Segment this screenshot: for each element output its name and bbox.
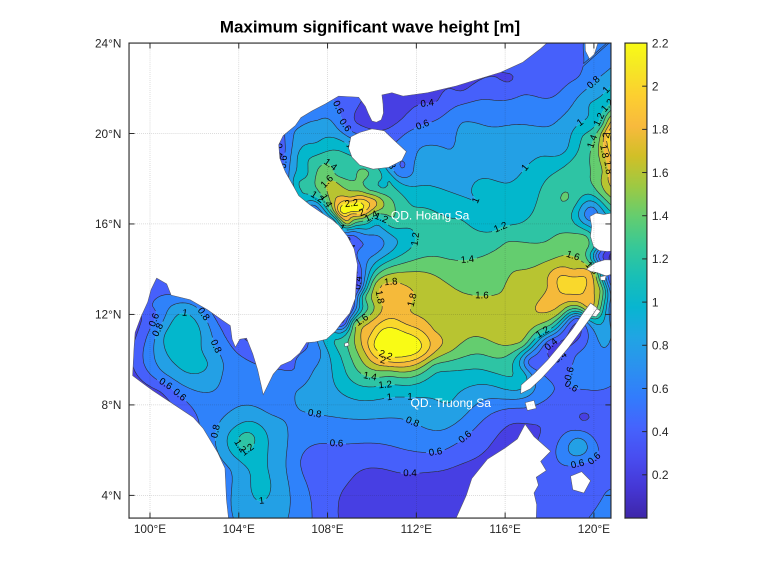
svg-text:1.6: 1.6	[652, 166, 669, 180]
svg-text:2: 2	[379, 355, 387, 367]
svg-text:1.2: 1.2	[378, 379, 393, 391]
svg-text:1: 1	[386, 392, 393, 404]
svg-text:1.2: 1.2	[492, 220, 509, 235]
svg-text:1.8: 1.8	[652, 123, 669, 137]
svg-text:0.6: 0.6	[563, 366, 577, 382]
svg-text:120°E: 120°E	[578, 522, 610, 536]
svg-text:0.6: 0.6	[570, 458, 586, 472]
svg-text:2.2: 2.2	[652, 36, 669, 50]
svg-text:2.2: 2.2	[377, 348, 393, 363]
svg-text:1: 1	[519, 162, 531, 173]
svg-text:1.2: 1.2	[592, 111, 608, 128]
svg-text:4°N: 4°N	[102, 489, 122, 503]
svg-text:1.4: 1.4	[460, 254, 475, 267]
svg-text:1.6: 1.6	[565, 249, 581, 264]
svg-text:2: 2	[652, 80, 659, 94]
svg-text:Maximum significant wave heigh: Maximum significant wave height [m]	[220, 18, 520, 37]
svg-text:1: 1	[181, 308, 188, 320]
svg-text:20°N: 20°N	[95, 127, 121, 141]
svg-text:1.4: 1.4	[362, 370, 378, 383]
svg-text:1.4: 1.4	[585, 133, 600, 150]
svg-text:0.8: 0.8	[404, 415, 421, 430]
svg-text:1.2: 1.2	[652, 252, 669, 266]
svg-text:1.6: 1.6	[475, 290, 489, 301]
svg-text:0.6: 0.6	[147, 312, 162, 329]
svg-text:1: 1	[407, 392, 413, 403]
svg-text:0.8: 0.8	[652, 339, 669, 353]
svg-text:0.6: 0.6	[428, 446, 443, 459]
svg-text:1.8: 1.8	[597, 144, 610, 159]
svg-text:1.8: 1.8	[373, 289, 386, 304]
svg-text:0.6: 0.6	[330, 99, 346, 116]
svg-text:16°N: 16°N	[95, 217, 121, 231]
svg-text:1.4: 1.4	[652, 209, 669, 223]
svg-text:0.8: 0.8	[209, 424, 223, 440]
svg-text:0.8: 0.8	[208, 338, 224, 355]
svg-text:1.2: 1.2	[373, 211, 390, 226]
svg-text:112°E: 112°E	[401, 522, 433, 536]
svg-text:QD. Hoang Sa: QD. Hoang Sa	[391, 209, 470, 223]
svg-text:1.8: 1.8	[406, 292, 420, 308]
svg-text:24°N: 24°N	[95, 36, 121, 50]
svg-text:0.4: 0.4	[652, 425, 669, 439]
svg-text:1.2: 1.2	[599, 97, 616, 114]
svg-text:100°E: 100°E	[134, 522, 166, 536]
svg-text:1: 1	[601, 85, 613, 96]
svg-text:0.6: 0.6	[652, 382, 669, 396]
svg-text:QD. Truong Sa: QD. Truong Sa	[410, 396, 491, 410]
svg-text:108°E: 108°E	[311, 522, 343, 536]
svg-text:1: 1	[652, 295, 659, 309]
svg-text:2: 2	[357, 207, 366, 219]
svg-text:1.2: 1.2	[409, 232, 422, 247]
svg-text:0.8: 0.8	[150, 322, 166, 339]
svg-text:0.4: 0.4	[403, 468, 417, 479]
svg-text:1.8: 1.8	[384, 276, 398, 288]
svg-text:0.6: 0.6	[329, 438, 343, 450]
svg-text:0.4: 0.4	[420, 97, 435, 110]
svg-text:0.6: 0.6	[414, 118, 430, 133]
svg-text:2: 2	[601, 132, 613, 140]
svg-text:1.8: 1.8	[601, 160, 614, 175]
svg-text:0.2: 0.2	[652, 468, 669, 482]
svg-text:0.8: 0.8	[307, 408, 322, 421]
svg-text:116°E: 116°E	[489, 522, 521, 536]
svg-text:104°E: 104°E	[223, 522, 255, 536]
svg-text:1: 1	[258, 495, 265, 507]
svg-text:8°N: 8°N	[102, 398, 122, 412]
svg-text:1: 1	[470, 196, 482, 205]
svg-text:12°N: 12°N	[95, 308, 121, 322]
svg-text:1: 1	[575, 117, 586, 129]
svg-text:2.2: 2.2	[344, 198, 359, 211]
